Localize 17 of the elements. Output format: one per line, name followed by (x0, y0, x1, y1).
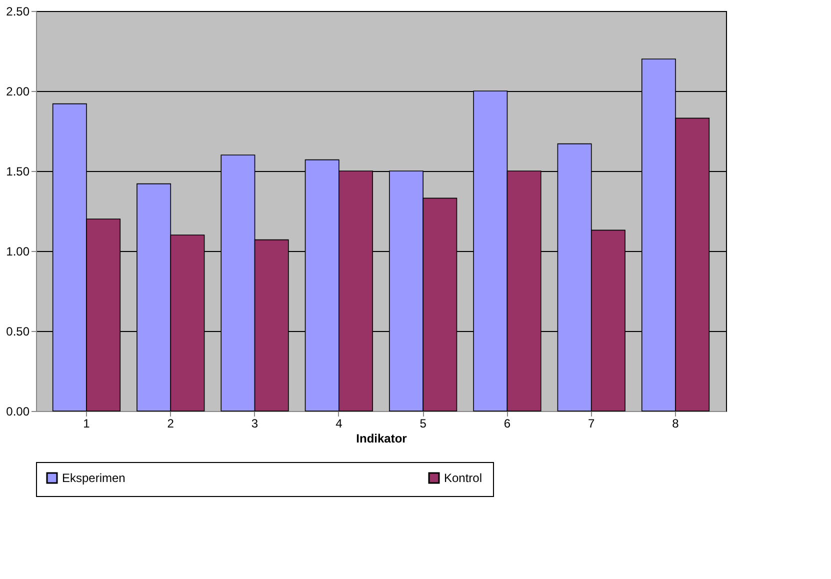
x-tick-label: 4 (336, 416, 343, 430)
y-tick-label: 1.00 (6, 244, 30, 258)
y-tick-label: 1.50 (6, 164, 30, 178)
y-tick-label: 2.50 (6, 4, 30, 18)
x-tick-label: 2 (167, 416, 174, 430)
y-tick-label: 0.50 (6, 324, 30, 338)
legend-label: Kontrol (444, 471, 482, 485)
x-tick-label: 1 (83, 416, 90, 430)
x-tick-label: 6 (504, 416, 511, 430)
x-tick-label: 3 (251, 416, 258, 430)
x-tick-label: 5 (420, 416, 427, 430)
y-tick-label: 2.00 (6, 84, 30, 98)
x-tick-label: 8 (672, 416, 680, 430)
x-tick-label: 7 (588, 416, 596, 430)
y-tick-label: 0.00 (6, 404, 30, 418)
x-axis-title: Indikator (356, 432, 408, 446)
legend-label: Eksperimen (62, 471, 126, 485)
